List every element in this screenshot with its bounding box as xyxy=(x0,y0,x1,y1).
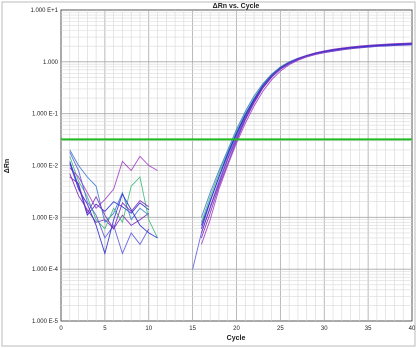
x-tick-label: 25 xyxy=(277,326,284,332)
x-tick-label: 40 xyxy=(409,326,416,332)
tick-labels: 0 5 10 15 20 25 30 35 40 1.000 E-5 1.000 E-4 1.000 … xyxy=(30,8,416,332)
x-tick-label: 5 xyxy=(103,326,107,332)
y-tick-label: 1.000 E-5 xyxy=(32,319,59,325)
x-tick-label: 0 xyxy=(59,326,63,332)
y-tick-label: 1.000 E-4 xyxy=(32,267,59,273)
x-tick-label: 30 xyxy=(321,326,328,332)
y-tick-label: 1.000 E+1 xyxy=(30,8,58,14)
x-tick-label: 35 xyxy=(365,326,372,332)
x-tick-label: 20 xyxy=(233,326,240,332)
y-tick-label: 1.000 E-1 xyxy=(32,112,59,118)
chart-title: ΔRn vs. Cycle xyxy=(213,3,260,10)
y-tick-label: 1.000 E-3 xyxy=(32,215,59,221)
x-tick-label: 15 xyxy=(189,326,196,332)
y-axis-label: ΔRn xyxy=(4,159,11,173)
grid xyxy=(61,10,412,321)
y-tick-label: 1.000 E-2 xyxy=(32,164,59,170)
series-group xyxy=(69,42,413,270)
x-tick-label: 10 xyxy=(145,326,152,332)
y-tick-label: 1.000 xyxy=(43,60,59,66)
x-axis-label: Cycle xyxy=(227,335,246,342)
